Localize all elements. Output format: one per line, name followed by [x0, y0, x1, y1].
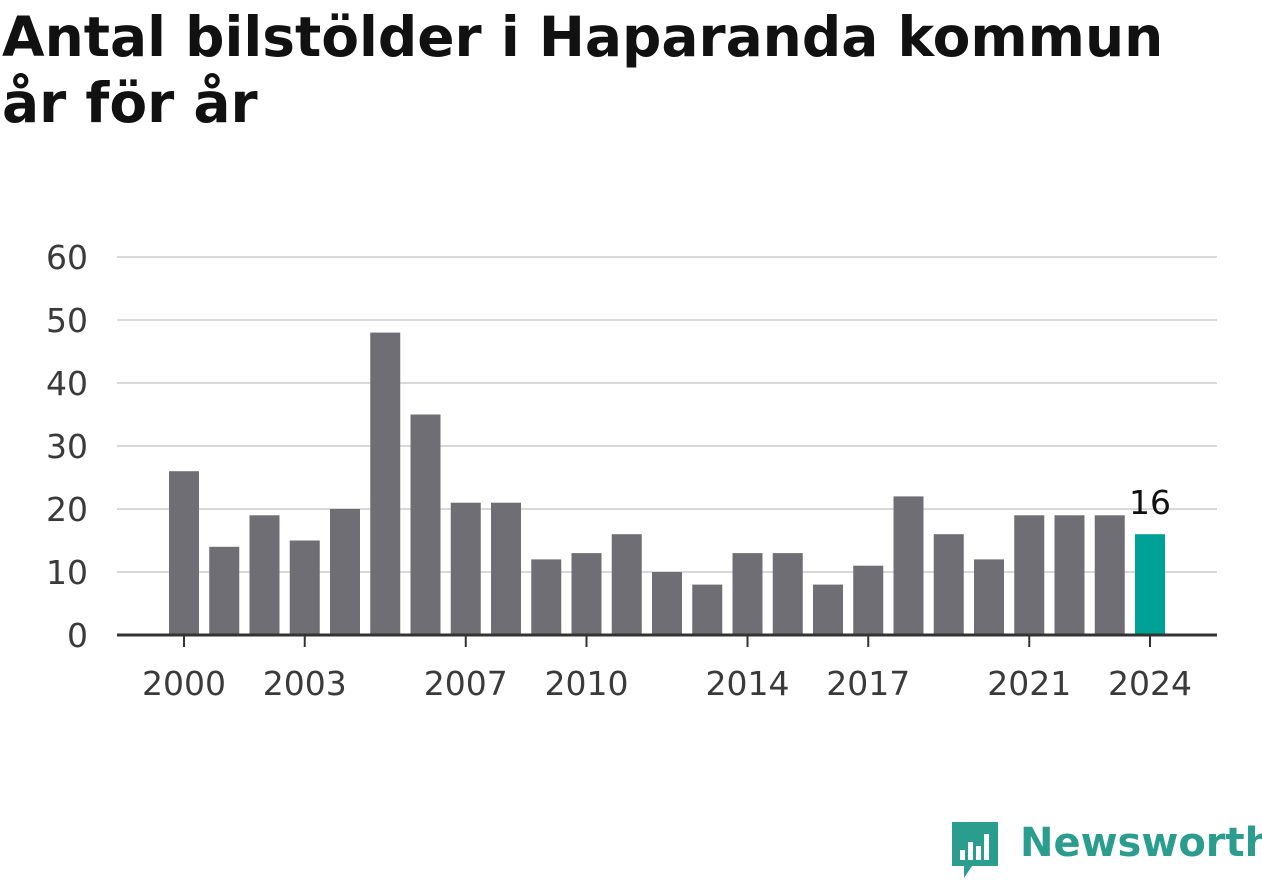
x-tick-label-2010: 2010	[545, 664, 629, 703]
bar-2012	[652, 572, 682, 635]
bar-2019	[933, 534, 964, 635]
x-tick-label-2024: 2024	[1108, 664, 1192, 703]
brand-name: Newsworthy	[1020, 820, 1262, 866]
bar-2005	[370, 332, 401, 635]
bar-2004	[330, 509, 360, 635]
bar-2008	[491, 502, 521, 635]
bar-2006	[410, 414, 441, 635]
y-tick-label-60: 60	[46, 238, 88, 277]
y-tick-label-40: 40	[46, 364, 88, 403]
brand-logo: Newsworthy	[950, 818, 1262, 878]
bar-2023	[1094, 515, 1125, 635]
bar-2017	[853, 565, 884, 635]
bar-2002	[249, 515, 280, 635]
y-tick-label-10: 10	[46, 553, 88, 592]
newsworthy-logo-icon	[952, 822, 998, 878]
y-tick-label-0: 0	[67, 616, 88, 655]
grid-lines	[117, 256, 1217, 573]
bar-2016	[813, 584, 843, 635]
bar-2001	[209, 546, 240, 635]
bar-2013	[692, 584, 723, 635]
x-tick-label-2003: 2003	[263, 664, 347, 703]
bar-2009	[531, 559, 562, 635]
bar-2014	[732, 553, 763, 635]
bar-2007	[450, 502, 481, 635]
axes	[117, 633, 1217, 647]
bar-2018	[893, 496, 924, 635]
y-tick-label-30: 30	[46, 427, 88, 466]
x-tick-label-2000: 2000	[142, 664, 226, 703]
y-tick-label-20: 20	[46, 490, 88, 529]
bar-2015	[772, 553, 803, 635]
chart-title: Antal bilstölder i Haparanda kommun år f…	[2, 5, 1164, 135]
bar-2024	[1135, 534, 1165, 635]
bars	[169, 332, 1165, 635]
x-tick-label-2017: 2017	[826, 664, 910, 703]
bar-2021	[1014, 515, 1045, 635]
bar-2010	[571, 553, 602, 635]
bar-2020	[974, 559, 1004, 635]
bar-2011	[611, 534, 642, 635]
x-tick-label-2014: 2014	[706, 664, 790, 703]
x-tick-label-2007: 2007	[424, 664, 508, 703]
bar-2000	[169, 471, 199, 635]
bar-2003	[289, 540, 320, 635]
y-tick-label-50: 50	[46, 301, 88, 340]
data-label-2024: 16	[1129, 483, 1171, 522]
bar-2022	[1054, 515, 1085, 635]
labels: 0 10 20 30 40 50 60 16 2000 2003 2007 2010 2014 2017 2…	[46, 238, 1192, 703]
x-tick-label-2021: 2021	[987, 664, 1071, 703]
